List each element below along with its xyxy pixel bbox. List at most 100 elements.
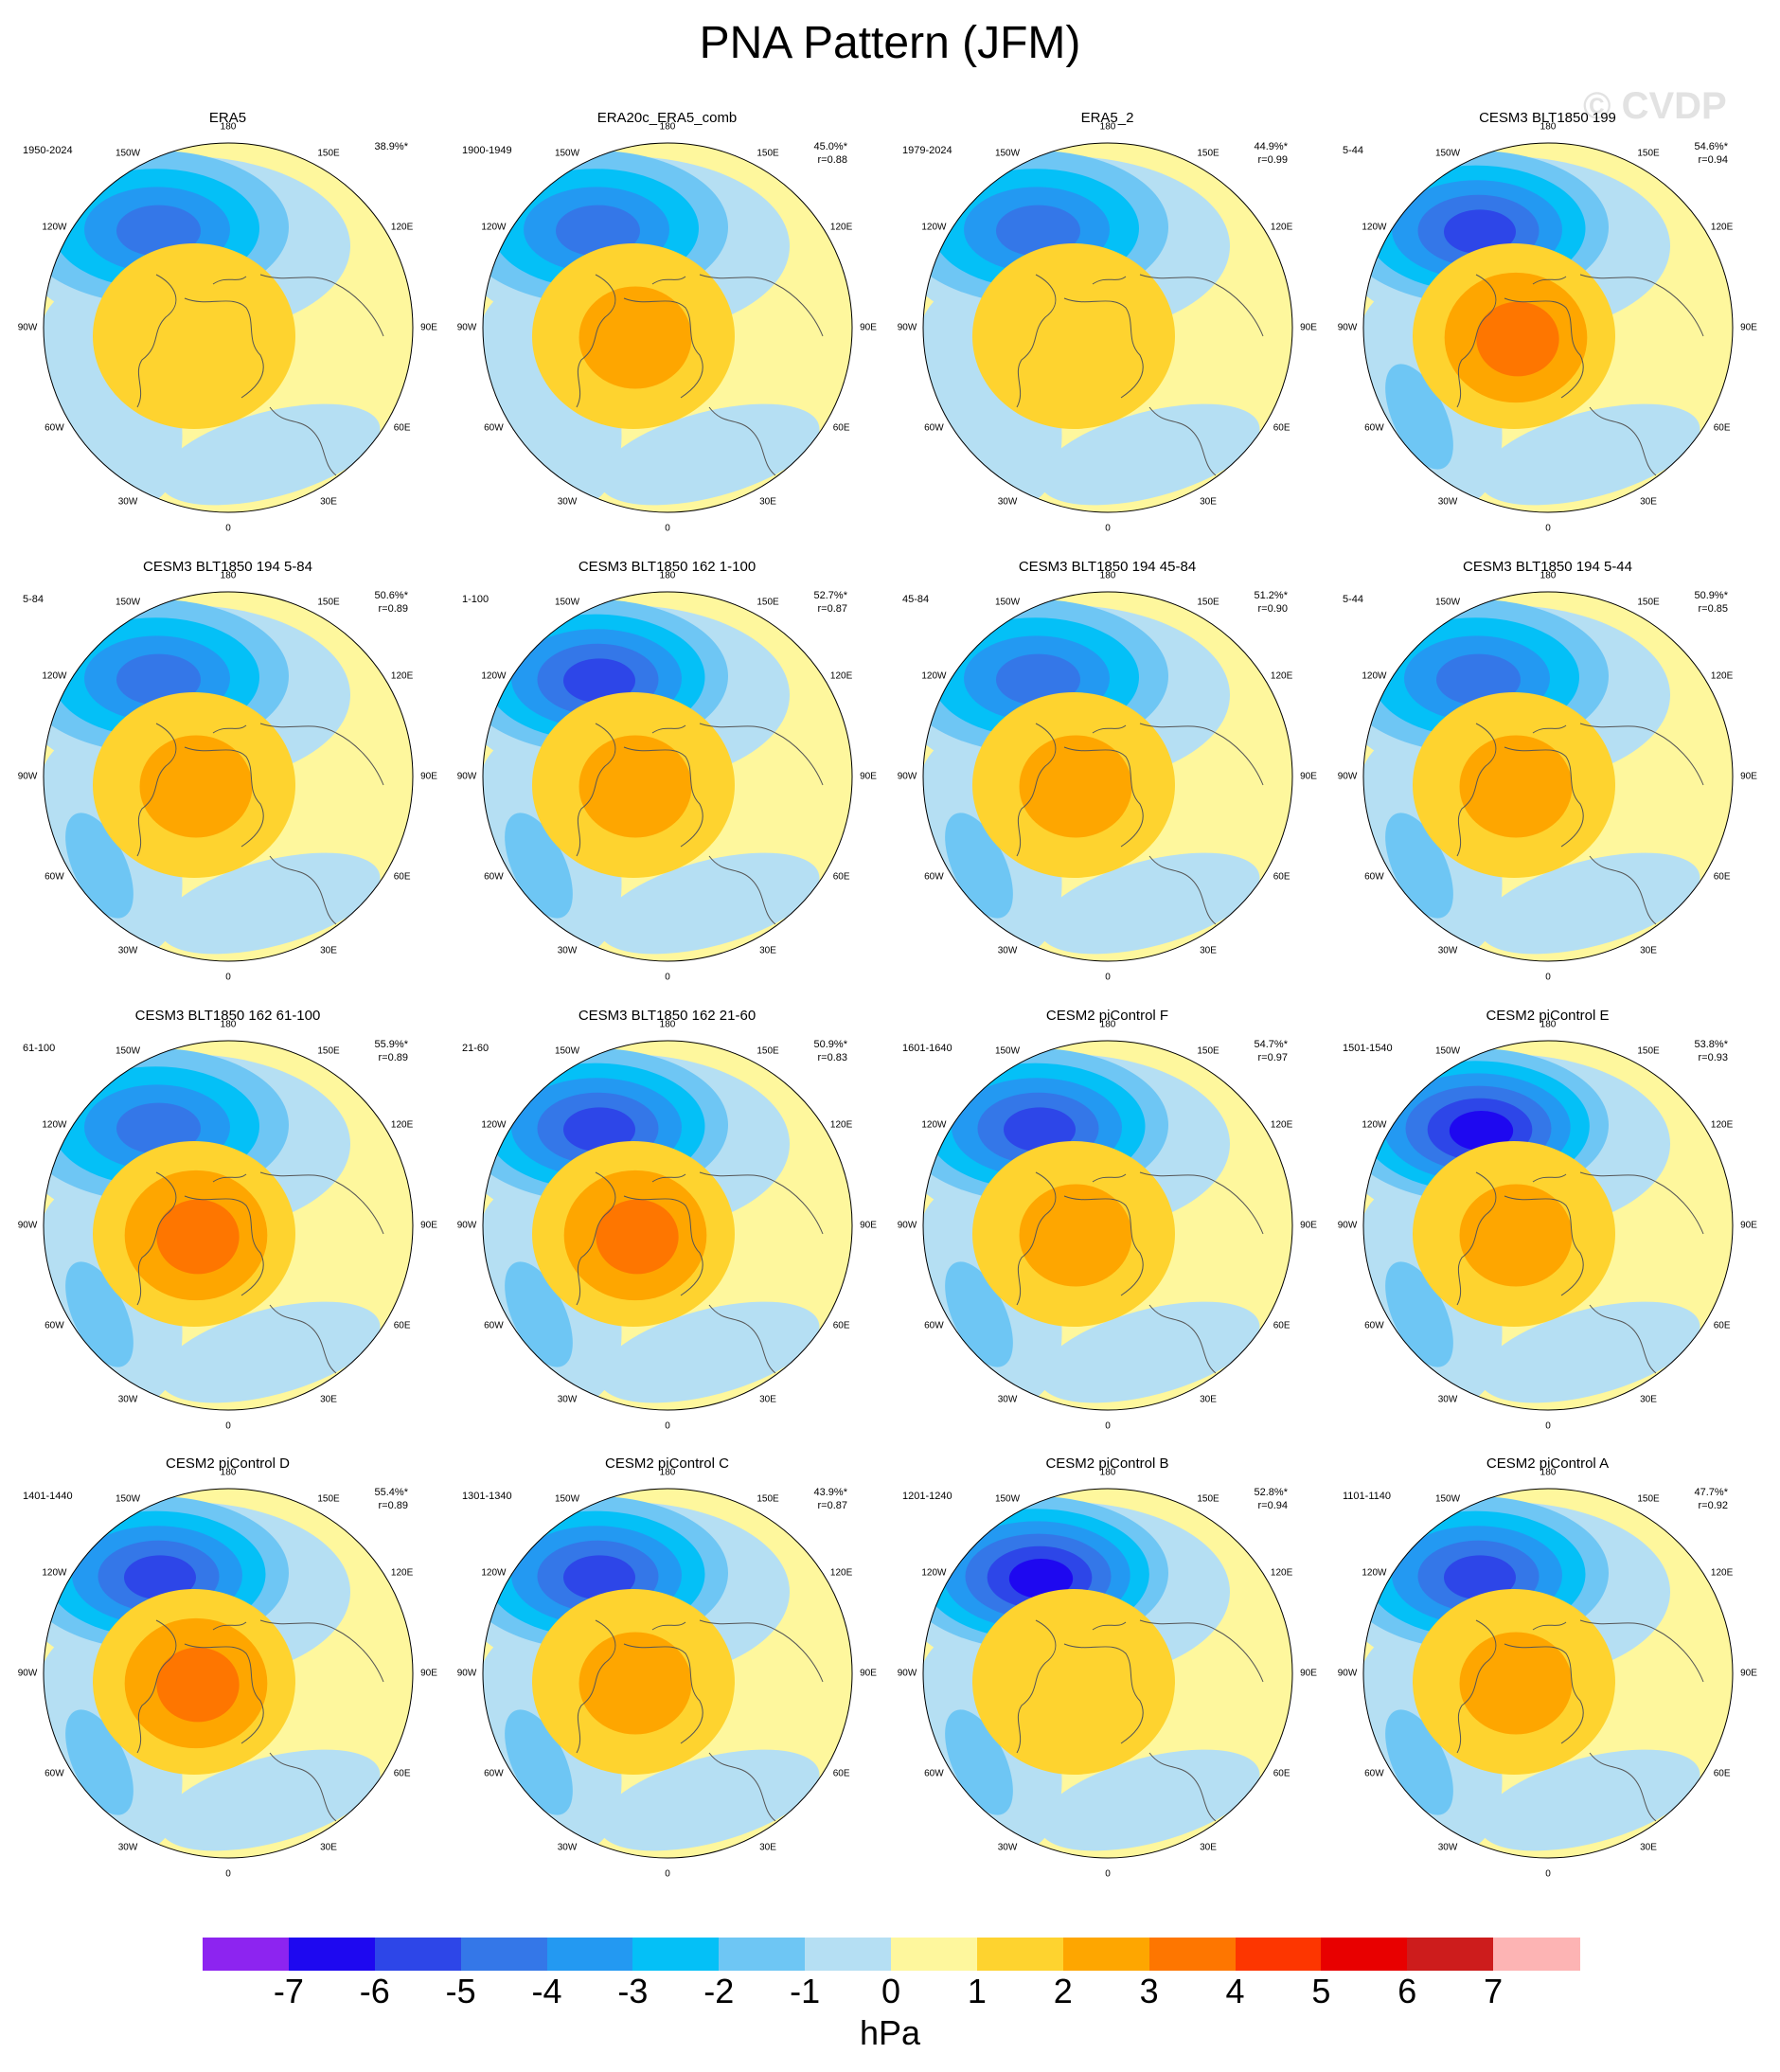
panel-variance-explained: 47.7%* [1694, 1487, 1728, 1498]
longitude-label: 150W [554, 597, 580, 608]
pacific-low-contour [116, 205, 201, 257]
longitude-label: 0 [1545, 972, 1551, 983]
pacific-low-contour [1004, 1107, 1076, 1152]
longitude-label: 150W [554, 1493, 580, 1505]
longitude-label: 90W [17, 771, 38, 782]
longitude-label: 30W [557, 945, 578, 956]
panel-period: 1501-1540 [1343, 1043, 1393, 1054]
coastline [136, 1171, 177, 1306]
longitude-label: 30E [1200, 945, 1217, 956]
panel-period: 1950-2024 [23, 145, 73, 156]
longitude-label: 150E [317, 1493, 340, 1505]
atlantic-low-contour [65, 813, 134, 919]
panel-title: CESM3 BLT1850 162 1-100 [578, 559, 756, 575]
contour-field [923, 1489, 1292, 1858]
negative-anomaly-region [1479, 403, 1700, 506]
longitude-label: 30W [1437, 1394, 1458, 1405]
negative-anomaly-region [1039, 403, 1260, 506]
coastline [184, 746, 264, 848]
coastline [1016, 723, 1057, 857]
longitude-label: 30E [1200, 1842, 1217, 1853]
coastline [708, 406, 776, 476]
north-america-high-contour [578, 286, 692, 389]
panel-title: CESM2 piControl A [1486, 1456, 1610, 1472]
longitude-label: 150W [994, 1045, 1021, 1057]
coastline [184, 1195, 264, 1296]
map-panel: CESM3 BLT1850 194 45-84 45-84 51.2%* r=0.90… [887, 559, 1327, 1008]
longitude-label: 150W [1434, 1493, 1461, 1505]
longitude-label: 30W [117, 1394, 138, 1405]
polar-map [922, 591, 1293, 962]
longitude-label: 60E [1273, 422, 1290, 434]
contour-field [44, 1489, 413, 1858]
panel-variance-explained: 53.8%* [1694, 1039, 1728, 1050]
longitude-label: 180 [220, 121, 237, 133]
coastline [651, 724, 686, 734]
panel-period: 5-84 [23, 594, 44, 605]
longitude-label: 30W [997, 496, 1018, 508]
coastline [1092, 276, 1127, 285]
coastline [1532, 724, 1567, 734]
panel-title: CESM3 BLT1850 194 5-84 [143, 559, 312, 575]
map-panel: CESM2 piControl C 1301-1340 43.9%* r=0.87 18… [447, 1456, 887, 1904]
longitude-label: 180 [1540, 570, 1557, 581]
north-america-high-contour [972, 1589, 1175, 1775]
longitude-label: 150W [1434, 597, 1461, 608]
coastline [699, 1619, 824, 1683]
polar-map [1362, 591, 1734, 962]
coastline [184, 1643, 264, 1744]
coastline [623, 297, 703, 399]
colorbar-tick: 7 [1484, 1972, 1504, 2010]
longitude-label: 30W [557, 496, 578, 508]
longitude-label: 120E [1270, 1119, 1293, 1131]
negative-anomaly-region [1039, 1301, 1260, 1403]
longitude-label: 30E [320, 945, 337, 956]
colorbar-tick: 3 [1139, 1972, 1159, 2010]
longitude-label: 60E [393, 1768, 411, 1779]
coastline [576, 723, 616, 857]
map-panel: CESM2 piControl F 1601-1640 54.7%* r=0.97 18… [887, 1008, 1327, 1456]
longitude-label: 120E [1710, 1119, 1734, 1131]
longitude-label: 30W [117, 945, 138, 956]
longitude-label: 150E [1197, 148, 1219, 159]
colorbar-cell [632, 1938, 720, 1971]
panel-title: CESM2 piControl E [1486, 1008, 1610, 1024]
panel-variance-explained: 55.9%* [374, 1039, 408, 1050]
colorbar-tick: -1 [790, 1972, 821, 2010]
coastline [1579, 1171, 1704, 1235]
longitude-label: 150W [115, 597, 141, 608]
contour-field [44, 592, 413, 961]
longitude-label: 60E [832, 422, 850, 434]
map-panel: ERA5_2 1979-2024 44.9%* r=0.99 180 150E 120E 90… [887, 110, 1327, 559]
longitude-label: 60E [393, 1320, 411, 1331]
panel-period: 5-44 [1343, 145, 1364, 156]
longitude-label: 30W [997, 945, 1018, 956]
colorbar-tick: 2 [1053, 1972, 1073, 2010]
panel-variance-explained: 45.0%* [813, 141, 847, 152]
colorbar-tick: -4 [531, 1972, 562, 2010]
coastline [576, 1619, 616, 1754]
atlantic-low-contour [1385, 813, 1453, 919]
panel-period: 45-84 [902, 594, 930, 605]
longitude-label: 90E [860, 322, 877, 333]
panel-pattern-correlation: r=0.99 [1257, 154, 1289, 166]
contour-field [483, 1489, 852, 1858]
polar-map [922, 1040, 1293, 1411]
longitude-label: 60W [484, 1320, 504, 1331]
panel-variance-explained: 54.6%* [1694, 141, 1728, 152]
longitude-label: 90E [1300, 771, 1317, 782]
longitude-label: 150E [756, 1045, 779, 1057]
coastline [1016, 1171, 1057, 1306]
longitude-label: 180 [659, 121, 676, 133]
longitude-label: 90W [456, 1220, 477, 1231]
longitude-label: 90W [456, 1668, 477, 1679]
longitude-label: 150W [994, 148, 1021, 159]
figure-title: PNA Pattern (JFM) [699, 18, 1081, 68]
longitude-label: 90E [1300, 322, 1317, 333]
longitude-label: 90W [1337, 322, 1358, 333]
map-panel: CESM3 BLT1850 194 5-84 5-84 50.6%* r=0.89 18… [8, 559, 448, 1008]
panel-pattern-correlation: r=0.85 [1698, 603, 1729, 615]
longitude-label: 90E [860, 1668, 877, 1679]
longitude-label: 30E [1640, 945, 1657, 956]
longitude-label: 60E [1713, 1768, 1731, 1779]
